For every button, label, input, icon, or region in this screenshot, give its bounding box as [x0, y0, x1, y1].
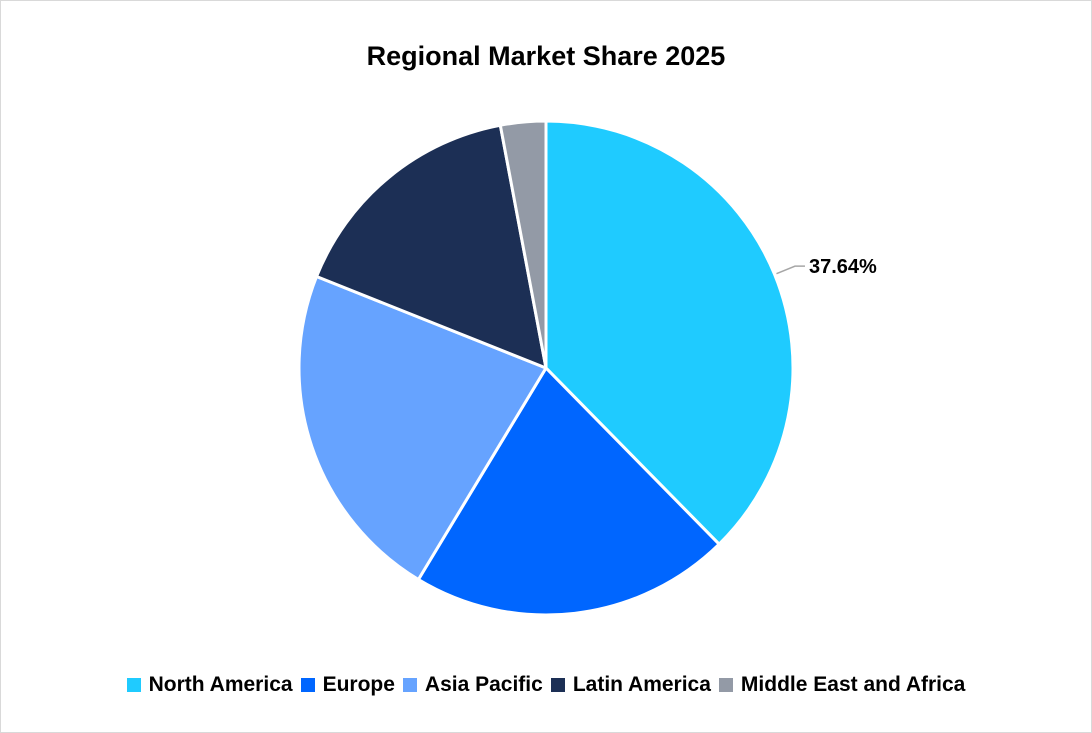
chart-title: Regional Market Share 2025	[366, 41, 726, 71]
legend-swatch	[718, 678, 733, 692]
pie-slice-latin-america	[315, 123, 548, 370]
legend-item-middle-east-and-africa: Middle East and Africa	[718, 673, 966, 697]
legend-swatch	[402, 678, 417, 692]
legend-label: Asia Pacific	[424, 673, 543, 696]
legend-label: North America	[148, 673, 293, 696]
legend-label: Middle East and Africa	[740, 673, 966, 696]
data-label-north-america: 37.64%	[809, 256, 877, 278]
pie-slice-europe	[416, 366, 721, 617]
legend-item-north-america: North America	[126, 673, 293, 697]
legend-swatch	[126, 678, 141, 692]
pie-slice-middle-east-and-africa	[498, 119, 548, 370]
legend-item-latin-america: Latin America	[550, 673, 711, 697]
pie-slice-asia-pacific	[297, 274, 548, 581]
chart-legend: North America Europe Asia Pacific Latin Ame…	[1, 673, 1091, 697]
pie-slice-north-america	[544, 119, 795, 546]
legend-swatch	[300, 678, 315, 692]
legend-item-asia-pacific: Asia Pacific	[402, 673, 543, 697]
legend-label: Europe	[322, 673, 395, 696]
legend-swatch	[550, 678, 565, 692]
legend-label: Latin America	[572, 673, 711, 696]
legend-item-europe: Europe	[300, 673, 395, 697]
data-label-leader-line	[776, 265, 805, 275]
